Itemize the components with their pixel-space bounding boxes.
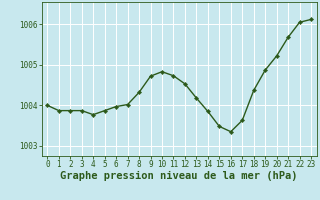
X-axis label: Graphe pression niveau de la mer (hPa): Graphe pression niveau de la mer (hPa) bbox=[60, 171, 298, 181]
